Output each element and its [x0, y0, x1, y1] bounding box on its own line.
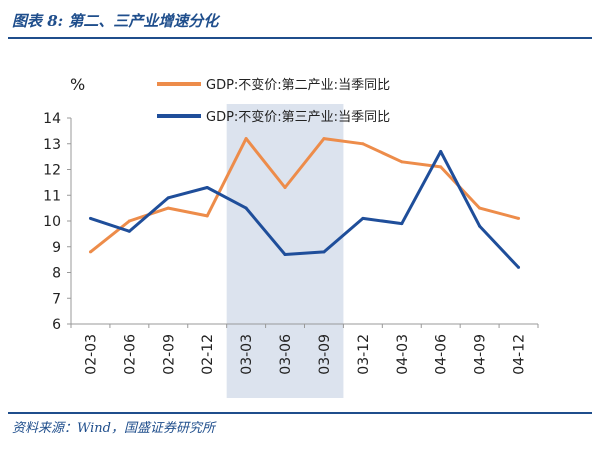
x-tick-label: 03-06: [278, 334, 294, 375]
data-point: [439, 149, 443, 153]
data-point: [478, 224, 482, 228]
data-point: [400, 160, 404, 164]
x-tick-label: 04-03: [395, 334, 411, 375]
y-tick-label: 10: [43, 214, 61, 230]
data-point: [88, 250, 92, 254]
data-point: [127, 219, 131, 223]
x-tick-label: 03-09: [317, 334, 333, 375]
data-point: [517, 216, 521, 220]
data-point: [478, 206, 482, 210]
data-point: [517, 265, 521, 269]
y-tick-label: 8: [52, 266, 61, 282]
x-tick-label: 03-03: [239, 334, 255, 375]
y-tick-label: 11: [43, 188, 61, 204]
data-point: [244, 206, 248, 210]
data-point: [361, 216, 365, 220]
y-axis-label: %: [70, 75, 85, 94]
data-point: [127, 229, 131, 233]
data-point: [439, 165, 443, 169]
x-tick-label: 03-12: [356, 334, 372, 375]
series-lines: [88, 137, 521, 269]
legend-label-1: GDP:不变价:第二产业:当季同比: [206, 77, 390, 93]
figure-title: 图表 8: 第二、三产业增速分化: [12, 12, 219, 30]
y-tick-label: 14: [43, 111, 61, 127]
x-axis: 02-03 02-06 02-09 02-12 03-03 03-06 03-09 03-12…: [70, 323, 539, 375]
x-tick-label: 02-03: [83, 334, 99, 375]
data-point: [283, 186, 287, 190]
y-tick-label: 6: [52, 317, 61, 333]
data-point: [166, 206, 170, 210]
y-tick-label: 9: [52, 240, 61, 256]
y-tick-label: 7: [52, 291, 61, 307]
y-axis: 6 7 8 9 10 11 12 13 14: [43, 111, 72, 333]
x-tick-label: 02-12: [200, 334, 216, 375]
data-point: [361, 142, 365, 146]
series-line-1: [89, 137, 519, 254]
x-tick-label: 02-06: [122, 334, 138, 375]
data-point: [205, 214, 209, 218]
header-rule: [8, 37, 592, 39]
series-line-2: [90, 150, 520, 269]
data-point: [400, 222, 404, 226]
legend: GDP:不变价:第二产业:当季同比 GDP:不变价:第三产业:当季同比: [157, 77, 390, 125]
data-point: [244, 137, 248, 141]
x-tick-label: 04-09: [473, 334, 489, 375]
x-tick-label: 02-09: [161, 334, 177, 375]
x-tick-label: 04-06: [434, 334, 450, 375]
footer-rule: [8, 412, 592, 414]
data-point: [283, 252, 287, 256]
x-tick-label: 04-12: [512, 334, 528, 375]
y-tick-label: 12: [43, 163, 61, 179]
legend-label-2: GDP:不变价:第三产业:当季同比: [206, 109, 390, 125]
data-point: [88, 216, 92, 220]
y-tick-label: 13: [43, 137, 61, 153]
data-point: [205, 186, 209, 190]
source-note: 资料来源：Wind，国盛证券研究所: [12, 421, 215, 436]
data-point: [322, 137, 326, 141]
figure-header: 图表 8: 第二、三产业增速分化: [8, 6, 592, 39]
data-point: [322, 250, 326, 254]
data-point: [166, 196, 170, 200]
